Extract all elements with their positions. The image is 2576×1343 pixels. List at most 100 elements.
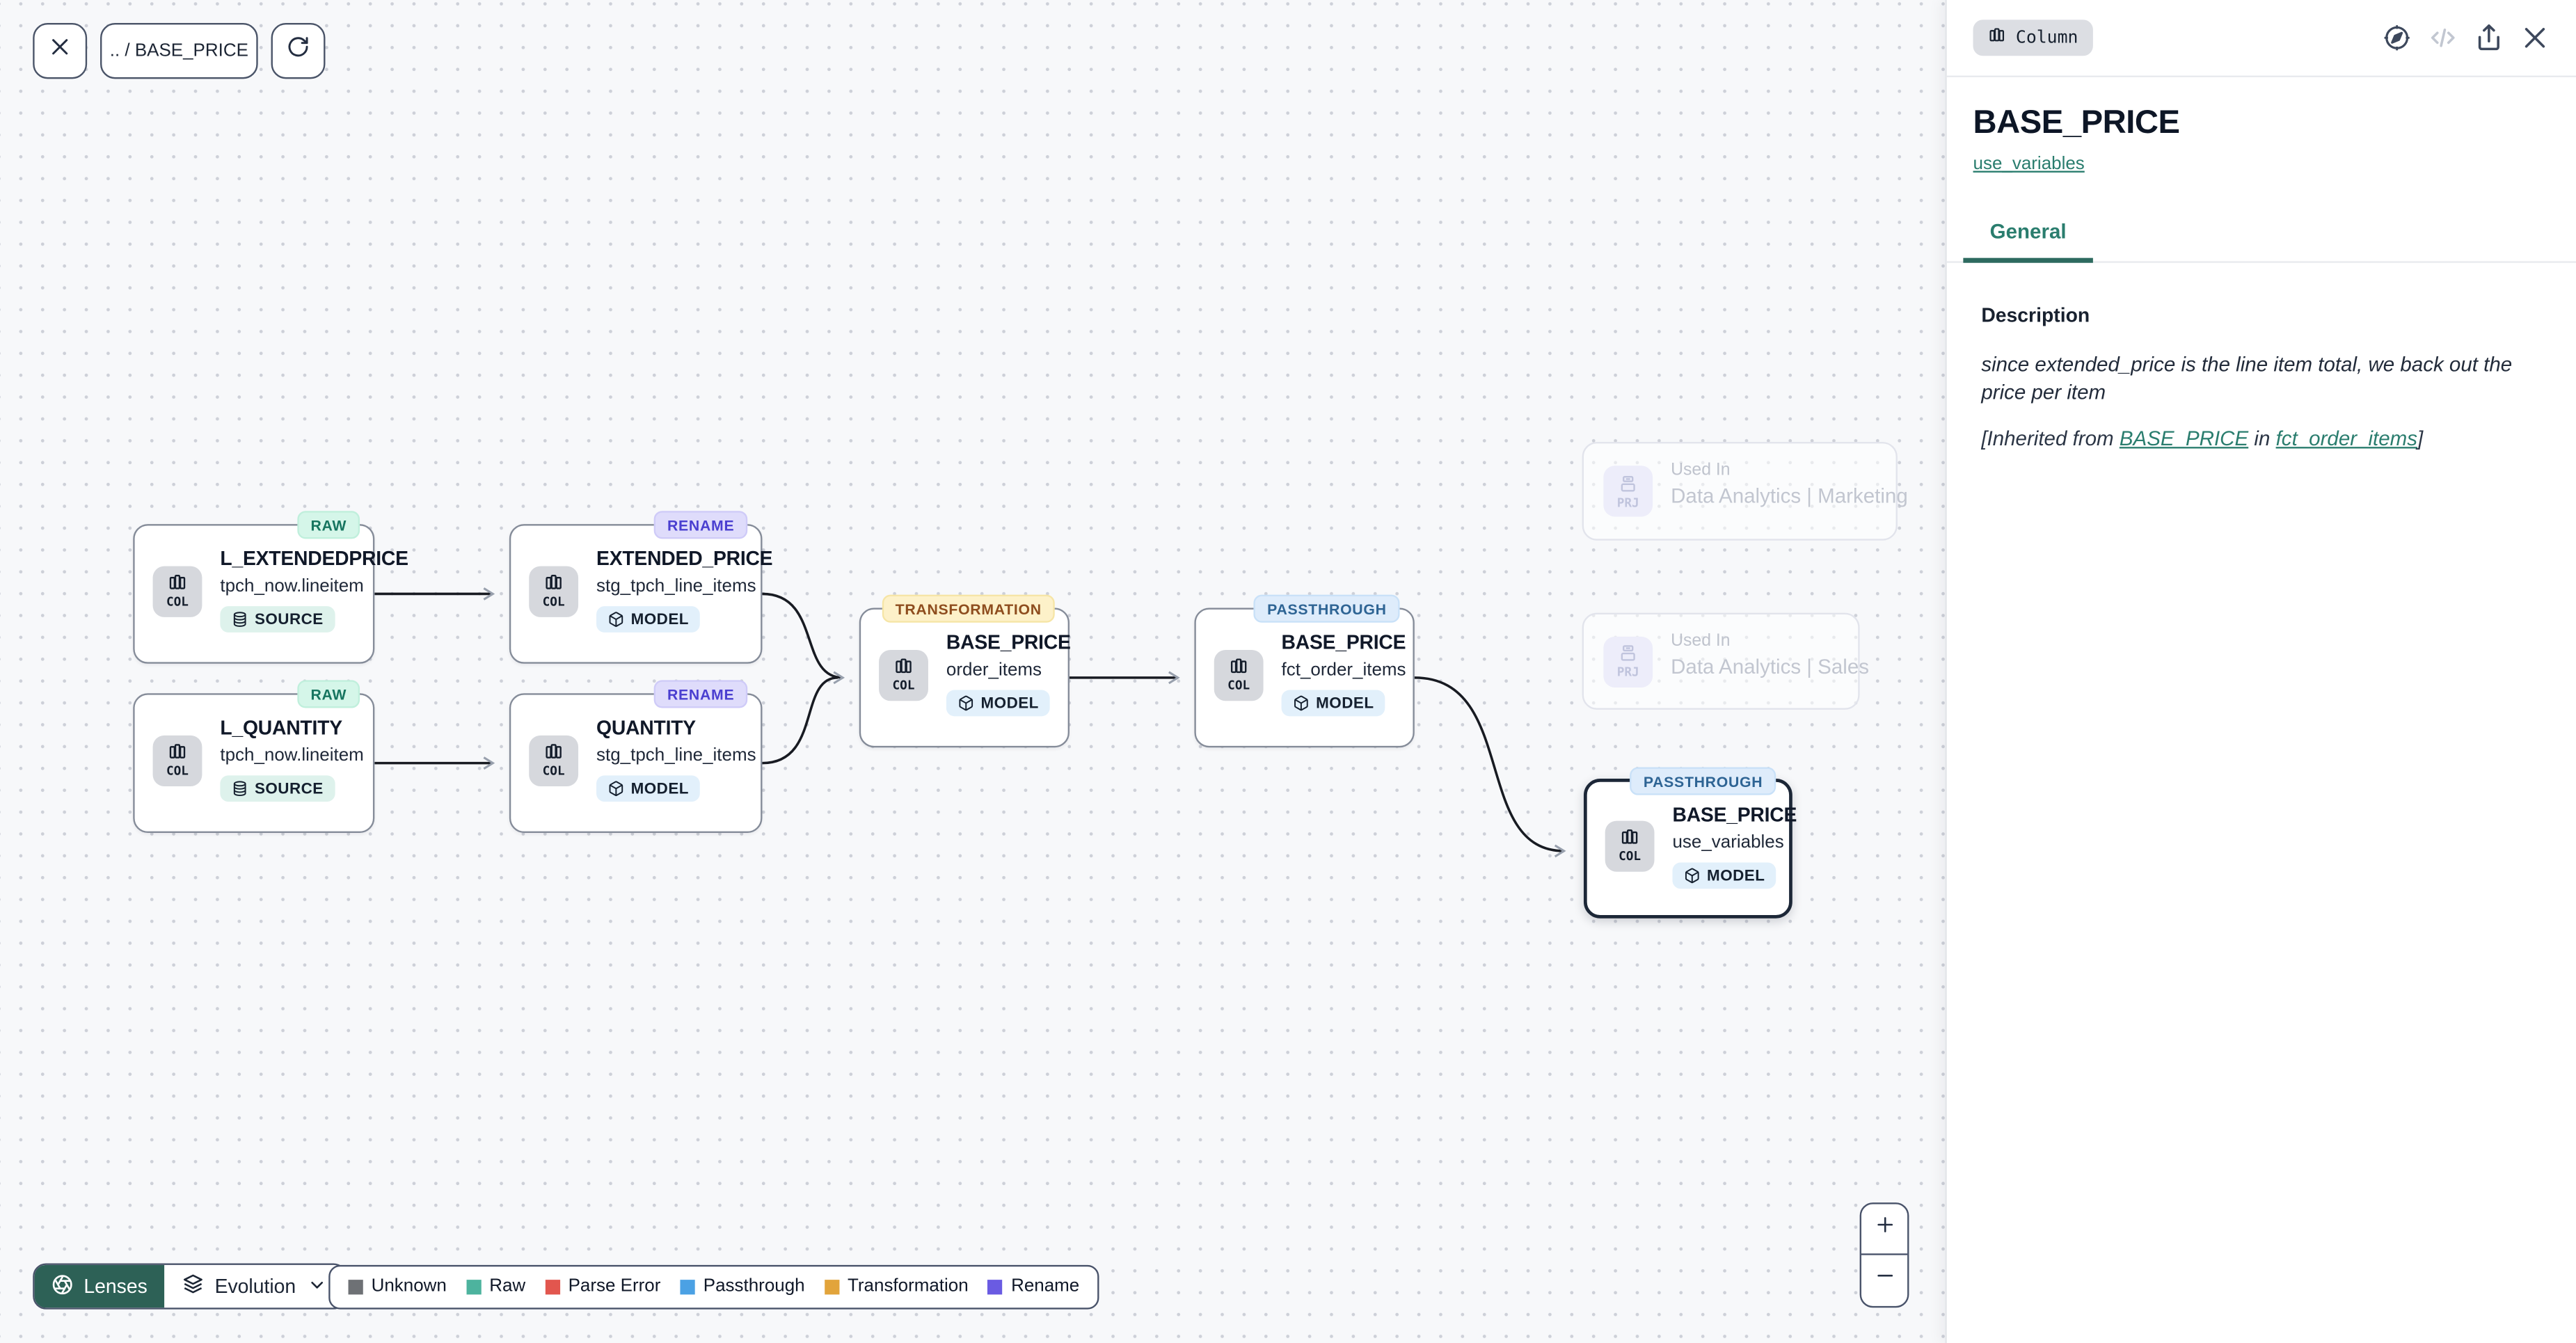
box-icon: [608, 780, 625, 797]
inherited-suffix: ]: [2417, 427, 2424, 450]
source-chip: SOURCE: [220, 606, 335, 633]
columns-icon: [1988, 26, 2006, 49]
node-title: BASE_PRICE: [1672, 803, 1797, 827]
lineage-node[interactable]: TRANSFORMATION COL BASE_PRICE order_items MO…: [859, 594, 1071, 748]
description-section: Description since extended_price is the …: [1981, 304, 2541, 450]
project-icon: PRJ: [1603, 466, 1653, 517]
model-link[interactable]: use_variables: [1973, 154, 2085, 175]
breadcrumb[interactable]: .. / BASE_PRICE: [100, 23, 258, 79]
box-icon: [957, 695, 974, 712]
node-title: EXTENDED_PRICE: [596, 547, 773, 571]
legend-item: Transformation: [824, 1276, 969, 1296]
lineage-node[interactable]: PASSTHROUGH COL BASE_PRICE use_variables MOD…: [1583, 767, 1797, 919]
panel-title: BASE_PRICE: [1973, 105, 2181, 142]
description-heading: Description: [1981, 303, 2090, 327]
lineage-node[interactable]: PASSTHROUGH COL BASE_PRICE fct_order_items M…: [1194, 594, 1415, 748]
panel-tabs: General: [1946, 217, 2576, 263]
node-body: BASE_PRICE order_items MODEL: [946, 631, 1071, 720]
inherited-table-link[interactable]: fct_order_items: [2275, 427, 2418, 450]
legend-swatch: [545, 1278, 560, 1294]
refresh-button[interactable]: [271, 23, 326, 79]
model-chip: MODEL: [1281, 690, 1386, 717]
lens-legend: Unknown Raw Parse Error Passthrough Transfor…: [328, 1264, 1099, 1309]
minus-icon: [1874, 1265, 1895, 1294]
ghost-body: Used In Data Analytics | Marketing: [1671, 460, 1908, 507]
lenses-label: Lenses: [84, 1275, 148, 1298]
model-chip: MODEL: [596, 775, 701, 802]
database-icon: [232, 780, 248, 797]
lineage-node[interactable]: RAW COL L_EXTENDEDPRICE tpch_now.lineitem SO…: [133, 511, 408, 664]
column-icon: COL: [879, 649, 928, 701]
lineage-node[interactable]: RAW COL L_QUANTITY tpch_now.lineitem SOURCE: [133, 680, 375, 833]
zoom-out-button[interactable]: [1861, 1255, 1907, 1305]
node-body: BASE_PRICE use_variables MODEL: [1672, 803, 1797, 891]
used-in-label: Used In: [1671, 460, 1731, 480]
node-subtitle: stg_tpch_line_items: [596, 576, 756, 596]
code-icon[interactable]: [2428, 23, 2458, 52]
evolution-badge: TRANSFORMATION: [882, 594, 1055, 623]
database-icon: [232, 611, 248, 628]
inherited-note: [Inherited from BASE_PRICE in fct_order_…: [1981, 427, 2541, 450]
evolution-badge: RENAME: [654, 511, 748, 539]
lineage-node[interactable]: RENAME COL EXTENDED_PRICE stg_tpch_line_ite…: [509, 511, 773, 664]
node-title: L_EXTENDEDPRICE: [220, 547, 408, 571]
close-icon: [47, 35, 72, 67]
node-body: L_QUANTITY tpch_now.lineitem SOURCE: [220, 716, 364, 804]
compass-icon[interactable]: [2382, 23, 2411, 52]
lenses-button[interactable]: Lenses: [34, 1264, 164, 1308]
column-icon: COL: [152, 734, 202, 786]
legend-item: Raw: [466, 1276, 525, 1296]
panel-actions: [2382, 23, 2550, 52]
tab-general[interactable]: General: [1963, 220, 2093, 263]
lens-select[interactable]: Evolution: [164, 1265, 345, 1308]
used-in-name: Data Analytics | Marketing: [1671, 484, 1908, 508]
inherited-column-link[interactable]: BASE_PRICE: [2119, 427, 2249, 450]
node-subtitle: order_items: [946, 660, 1042, 681]
details-panel: Column BASE_PRICE use_variables General …: [1945, 0, 2576, 1343]
node-body: L_EXTENDEDPRICE tpch_now.lineitem SOURCE: [220, 547, 408, 635]
node-subtitle: use_variables: [1672, 832, 1784, 853]
legend-swatch: [680, 1278, 695, 1294]
close-panel-icon[interactable]: [2520, 23, 2550, 52]
node-subtitle: stg_tpch_line_items: [596, 745, 756, 766]
chevron-down-icon: [308, 1274, 327, 1298]
lineage-node[interactable]: RENAME COL QUANTITY stg_tpch_line_items MODE…: [509, 680, 763, 833]
model-chip: MODEL: [1672, 862, 1776, 889]
column-icon: COL: [1214, 649, 1264, 701]
node-body: QUANTITY stg_tpch_line_items MODEL: [596, 716, 756, 804]
legend-item: Rename: [988, 1276, 1079, 1296]
node-subtitle: tpch_now.lineitem: [220, 745, 364, 766]
share-icon[interactable]: [2474, 23, 2504, 52]
legend-item: Passthrough: [680, 1276, 805, 1296]
box-icon: [1293, 695, 1310, 712]
plus-icon: [1874, 1214, 1895, 1243]
aperture-icon: [51, 1272, 74, 1300]
lineage-edges: [374, 587, 1566, 858]
refresh-icon: [286, 35, 310, 67]
zoom-in-button[interactable]: [1861, 1203, 1908, 1255]
column-icon: COL: [152, 565, 202, 617]
legend-item: Parse Error: [545, 1276, 660, 1296]
model-chip: MODEL: [946, 690, 1051, 717]
ghost-body: Used In Data Analytics | Sales: [1671, 631, 1869, 678]
model-chip: MODEL: [596, 606, 701, 633]
close-graph-button[interactable]: [33, 23, 88, 79]
evolution-badge: RAW: [297, 511, 360, 539]
node-title: L_QUANTITY: [220, 716, 342, 740]
zoom-control: [1859, 1201, 1909, 1308]
used-in-ghost-node[interactable]: PRJ Used In Data Analytics | Sales: [1582, 612, 1869, 710]
evolution-badge: PASSTHROUGH: [1630, 767, 1776, 795]
node-title: QUANTITY: [596, 716, 696, 740]
node-title: BASE_PRICE: [1281, 630, 1406, 654]
box-icon: [1684, 868, 1701, 884]
node-body: EXTENDED_PRICE stg_tpch_line_items MODEL: [596, 547, 773, 635]
evolution-badge: RENAME: [654, 680, 748, 708]
legend-swatch: [348, 1278, 363, 1294]
entity-type-label: Column: [2015, 28, 2078, 48]
project-icon: PRJ: [1603, 635, 1653, 687]
description-text: since extended_price is the line item to…: [1981, 353, 2513, 404]
lineage-canvas[interactable]: PRJ Used In Data Analytics | Marketing PRJ U…: [0, 0, 1946, 1343]
used-in-ghost-node[interactable]: PRJ Used In Data Analytics | Marketing: [1582, 442, 1908, 541]
legend-item: Unknown: [348, 1276, 447, 1296]
